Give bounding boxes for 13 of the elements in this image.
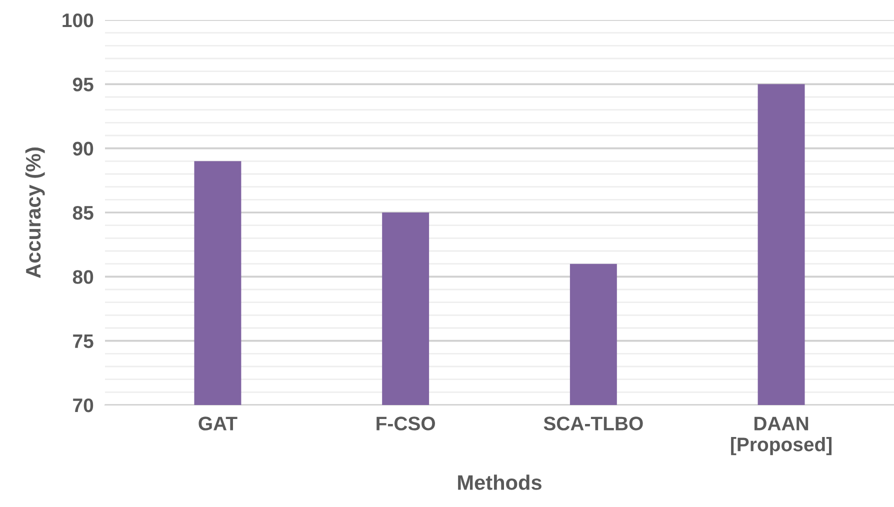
x-tick-label: GAT bbox=[198, 416, 238, 430]
y-tick-label: 85 bbox=[72, 206, 94, 220]
y-tick-label: 80 bbox=[72, 270, 94, 284]
x-axis-title: Methods bbox=[458, 474, 542, 490]
y-tick-label: 70 bbox=[73, 398, 94, 412]
y-tick-label: 100 bbox=[62, 13, 94, 28]
y-axis-title: Accuracy (%) bbox=[25, 148, 45, 278]
y-tick-label: 90 bbox=[72, 142, 94, 156]
x-tick-label: F-CSO bbox=[376, 416, 435, 430]
x-tick-label: SCA-TLBO bbox=[544, 416, 643, 430]
y-tick-label: 95 bbox=[72, 78, 94, 92]
x-tick-label: DAAN [Proposed] bbox=[731, 416, 832, 456]
y-tick-label: 75 bbox=[73, 334, 94, 348]
